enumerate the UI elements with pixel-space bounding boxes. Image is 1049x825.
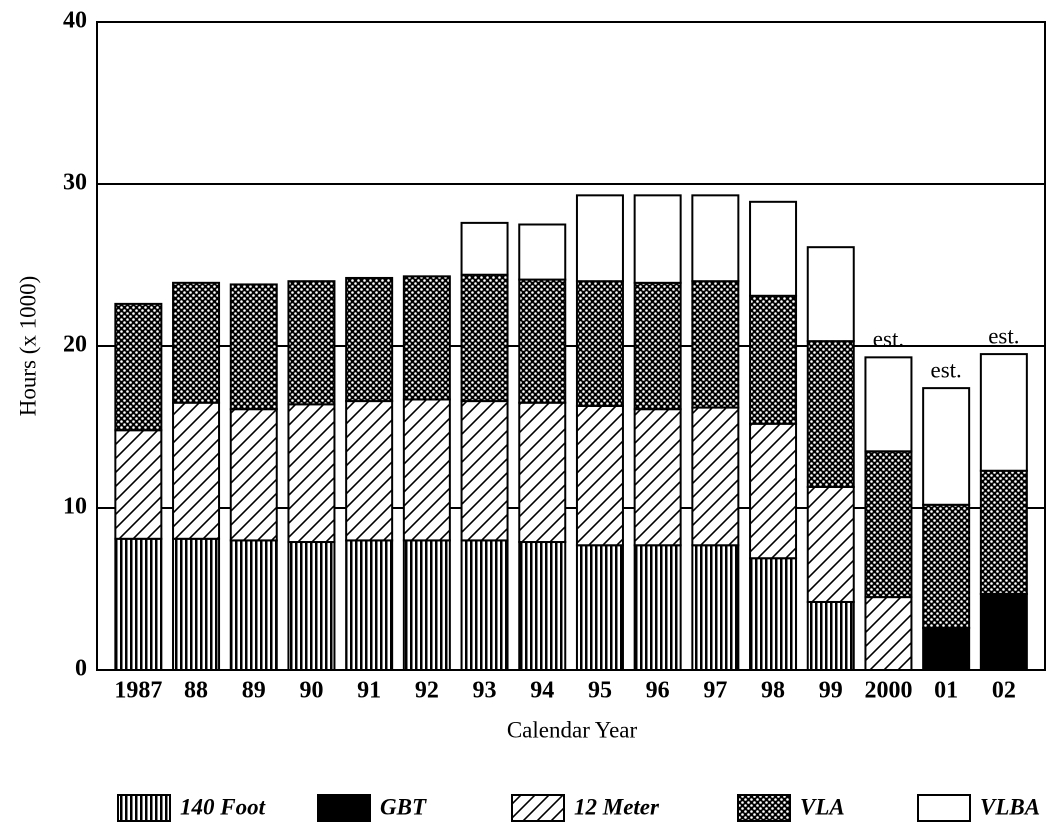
bar-segment bbox=[979, 469, 1028, 595]
x-tick-label: 2000 bbox=[864, 678, 912, 704]
annotation: est. bbox=[873, 327, 904, 352]
bar-segment bbox=[402, 539, 451, 672]
legend-label: VLA bbox=[800, 794, 845, 819]
bar-segment bbox=[518, 541, 567, 672]
x-tick-label: 92 bbox=[415, 678, 439, 704]
bar-segment bbox=[460, 273, 509, 403]
bar-segment bbox=[460, 539, 509, 672]
bar-segment bbox=[287, 280, 336, 406]
bar-segment bbox=[229, 539, 278, 672]
bar-segment bbox=[114, 302, 163, 432]
bar-segment bbox=[864, 596, 913, 671]
legend-label: GBT bbox=[380, 794, 427, 819]
bar-segment bbox=[460, 400, 509, 542]
bar-segment bbox=[402, 398, 451, 542]
bar-segment bbox=[633, 194, 682, 284]
bar-segment bbox=[864, 450, 913, 599]
legend-swatch bbox=[917, 794, 971, 822]
bar-segment bbox=[691, 544, 740, 672]
x-tick-label: 97 bbox=[703, 678, 727, 704]
bar-segment bbox=[633, 408, 682, 547]
bar-segment bbox=[287, 541, 336, 672]
y-tick-label: 10 bbox=[63, 494, 87, 520]
bar-segment bbox=[575, 404, 624, 547]
bar-segment bbox=[518, 401, 567, 544]
x-tick-label: 02 bbox=[992, 678, 1016, 704]
bar-segment bbox=[691, 280, 740, 409]
legend-label: 12 Meter bbox=[574, 794, 660, 819]
bar-segment bbox=[864, 356, 913, 453]
bar-segment bbox=[402, 275, 451, 401]
bar-segment bbox=[922, 503, 971, 629]
bar-segment bbox=[518, 223, 567, 281]
y-tick-label: 30 bbox=[63, 170, 87, 196]
x-tick-label: 01 bbox=[934, 678, 958, 704]
x-tick-label: 1987 bbox=[114, 678, 162, 704]
bar-segment bbox=[749, 200, 798, 297]
bar-segment bbox=[287, 403, 336, 544]
legend-label: 140 Foot bbox=[180, 794, 266, 819]
bar-segment bbox=[229, 283, 278, 411]
bar-segment bbox=[460, 221, 509, 276]
bar-segment bbox=[691, 194, 740, 283]
bar-segment bbox=[806, 340, 855, 488]
bar-segment bbox=[922, 626, 971, 672]
bar-segment bbox=[345, 400, 394, 542]
legend-swatch bbox=[117, 794, 171, 822]
bar-segment bbox=[691, 406, 740, 547]
y-axis-title: Hours (x 1000) bbox=[15, 276, 40, 417]
x-tick-label: 89 bbox=[242, 678, 266, 704]
y-tick-label: 0 bbox=[75, 656, 87, 682]
bar-segment bbox=[345, 539, 394, 672]
bar-segment bbox=[806, 600, 855, 672]
bar-segment bbox=[749, 294, 798, 425]
x-tick-label: 96 bbox=[646, 678, 670, 704]
x-tick-label: 94 bbox=[530, 678, 554, 704]
annotation: est. bbox=[930, 357, 961, 382]
bar-segment bbox=[806, 246, 855, 343]
bar-segment bbox=[575, 280, 624, 407]
bar-segment bbox=[114, 429, 163, 540]
x-tick-label: 90 bbox=[299, 678, 323, 704]
annotation: est. bbox=[988, 323, 1019, 348]
bar-segment bbox=[749, 557, 798, 671]
bar-segment bbox=[806, 485, 855, 603]
bar-segment bbox=[575, 194, 624, 283]
x-tick-label: 95 bbox=[588, 678, 612, 704]
bar-segment bbox=[979, 353, 1028, 472]
bar-segment bbox=[518, 278, 567, 404]
bar-segment bbox=[922, 387, 971, 506]
x-tick-label: 99 bbox=[819, 678, 843, 704]
bar-segment bbox=[172, 537, 221, 672]
legend-swatch bbox=[317, 794, 371, 822]
x-tick-label: 93 bbox=[473, 678, 497, 704]
bar-segment bbox=[633, 281, 682, 411]
legend-label: VLBA bbox=[980, 794, 1040, 819]
bar-segment bbox=[172, 401, 221, 540]
bar-segment bbox=[749, 422, 798, 560]
x-axis-title: Calendar Year bbox=[507, 717, 638, 742]
legend-swatch bbox=[737, 794, 791, 822]
bar-segment bbox=[114, 537, 163, 672]
y-tick-label: 20 bbox=[63, 332, 87, 358]
bar-segment bbox=[172, 281, 221, 404]
y-tick-label: 40 bbox=[63, 8, 87, 34]
bar-segment bbox=[575, 544, 624, 672]
bar-segment bbox=[979, 592, 1028, 671]
x-tick-label: 88 bbox=[184, 678, 208, 704]
bar-segment bbox=[229, 408, 278, 542]
bar-segment bbox=[633, 544, 682, 672]
legend-swatch bbox=[511, 794, 565, 822]
x-tick-label: 98 bbox=[761, 678, 785, 704]
x-tick-label: 91 bbox=[357, 678, 381, 704]
bar-segment bbox=[345, 276, 394, 403]
